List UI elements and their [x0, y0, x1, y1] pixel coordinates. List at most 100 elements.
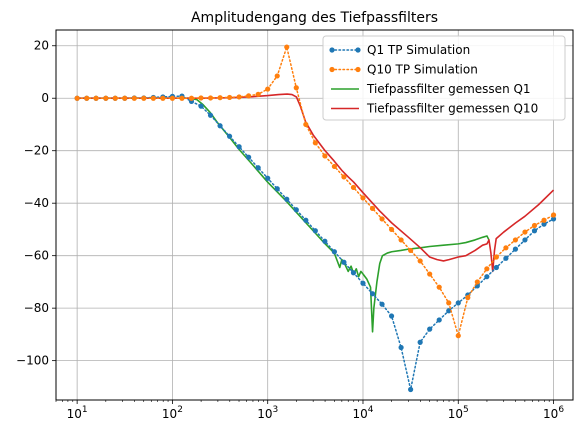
data-point [75, 96, 80, 101]
y-tick-label: 20 [34, 39, 49, 53]
data-point [427, 271, 432, 276]
data-point [465, 295, 470, 300]
data-point [132, 96, 137, 101]
data-point [437, 285, 442, 290]
data-point [379, 216, 384, 221]
data-point [313, 140, 318, 145]
legend-label: Tiefpassfilter gemessen Q1 [366, 82, 531, 96]
data-point [541, 218, 546, 223]
data-point [246, 155, 251, 160]
data-point [322, 153, 327, 158]
data-point [522, 237, 527, 242]
data-point [351, 185, 356, 190]
data-point [418, 258, 423, 263]
legend-label: Tiefpassfilter gemessen Q10 [366, 102, 538, 116]
data-point [484, 274, 489, 279]
data-point [532, 223, 537, 228]
data-point [475, 279, 480, 284]
legend-marker [355, 67, 360, 72]
data-point [522, 229, 527, 234]
data-point [418, 340, 423, 345]
data-point [208, 95, 213, 100]
data-point [513, 247, 518, 252]
data-point [256, 92, 261, 97]
data-point [93, 96, 98, 101]
data-point [284, 44, 289, 49]
data-point [227, 134, 232, 139]
data-point [370, 291, 375, 296]
data-point [379, 302, 384, 307]
data-point [151, 96, 156, 101]
data-point [332, 164, 337, 169]
data-point [160, 96, 165, 101]
y-tick-label: −100 [16, 354, 49, 368]
data-point [341, 260, 346, 265]
chart-title: Amplitudengang des Tiefpassfilters [191, 10, 438, 26]
data-point [313, 228, 318, 233]
data-point [303, 122, 308, 127]
data-point [322, 239, 327, 244]
data-point [456, 300, 461, 305]
data-point [237, 144, 242, 149]
data-point [398, 345, 403, 350]
data-point [189, 96, 194, 101]
y-tick-label: −40 [24, 196, 49, 210]
data-point [551, 212, 556, 217]
data-point [398, 237, 403, 242]
data-point [341, 174, 346, 179]
y-tick-label: 0 [41, 91, 49, 105]
data-point [332, 249, 337, 254]
y-tick-label: −20 [24, 144, 49, 158]
data-point [284, 197, 289, 202]
data-point [360, 281, 365, 286]
data-point [408, 248, 413, 253]
data-point [122, 96, 127, 101]
data-point [427, 327, 432, 332]
legend: Q1 TP Simulation Q10 TP Simulation Tiefpas… [323, 36, 565, 120]
legend-label: Q10 TP Simulation [367, 63, 478, 77]
data-point [275, 73, 280, 78]
data-point [265, 86, 270, 91]
data-point [484, 266, 489, 271]
legend-marker [355, 47, 360, 52]
y-tick-label: −60 [24, 249, 49, 263]
data-point [265, 176, 270, 181]
data-point [275, 186, 280, 191]
data-point [494, 265, 499, 270]
data-point [113, 96, 118, 101]
data-point [437, 317, 442, 322]
data-point [532, 228, 537, 233]
data-point [494, 254, 499, 259]
data-point [408, 387, 413, 392]
data-point [513, 237, 518, 242]
legend-marker [329, 47, 334, 52]
data-point [256, 165, 261, 170]
y-tick-label: −80 [24, 301, 49, 315]
data-point [217, 123, 222, 128]
data-point [503, 245, 508, 250]
data-point [84, 96, 89, 101]
data-point [246, 93, 251, 98]
data-point [141, 96, 146, 101]
data-point [389, 227, 394, 232]
data-point [456, 333, 461, 338]
data-point [179, 96, 184, 101]
data-point [294, 85, 299, 90]
data-point [294, 207, 299, 212]
data-point [208, 113, 213, 118]
data-point [370, 206, 375, 211]
data-point [198, 103, 203, 108]
legend-marker [329, 67, 334, 72]
data-point [446, 300, 451, 305]
data-point [351, 270, 356, 275]
data-point [237, 94, 242, 99]
data-point [198, 95, 203, 100]
data-point [389, 313, 394, 318]
data-point [217, 95, 222, 100]
data-point [227, 95, 232, 100]
data-point [360, 195, 365, 200]
data-point [503, 256, 508, 261]
data-point [103, 96, 108, 101]
legend-label: Q1 TP Simulation [367, 43, 470, 57]
